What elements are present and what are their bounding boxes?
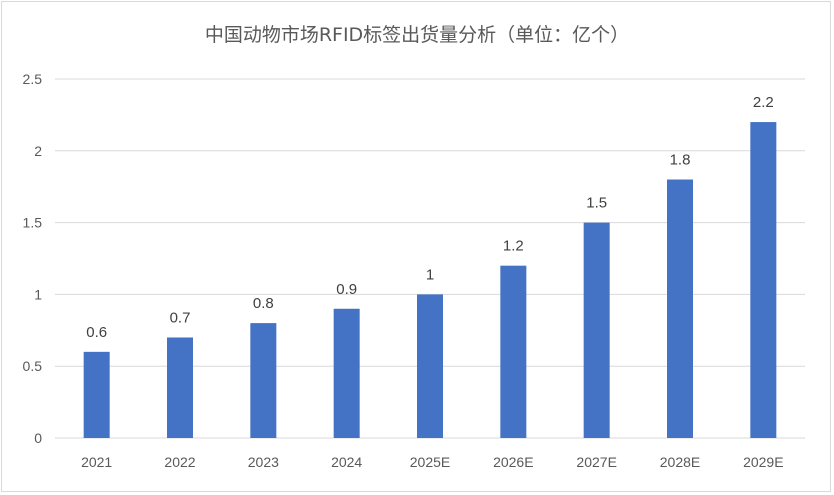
y-tick-label: 0.5 bbox=[23, 358, 43, 374]
y-tick-label: 0 bbox=[34, 430, 42, 446]
y-tick-label: 2 bbox=[34, 143, 42, 159]
x-tick-label: 2023 bbox=[248, 454, 279, 470]
x-tick-label: 2022 bbox=[164, 454, 195, 470]
bar bbox=[250, 323, 277, 438]
x-tick-label: 2024 bbox=[331, 454, 362, 470]
data-label: 0.7 bbox=[170, 309, 191, 326]
bar bbox=[583, 222, 610, 438]
x-tick-label: 2021 bbox=[81, 454, 112, 470]
bar bbox=[333, 308, 360, 438]
x-tick-label: 2028E bbox=[660, 454, 700, 470]
bar bbox=[417, 294, 443, 438]
data-label: 1.5 bbox=[586, 195, 607, 212]
x-tick-label: 2027E bbox=[576, 454, 616, 470]
chart-title: 中国动物市场RFID标签出货量分析（单位：亿个） bbox=[204, 24, 630, 46]
y-tick-label: 1.5 bbox=[23, 215, 43, 231]
bar bbox=[667, 179, 693, 438]
bar bbox=[500, 265, 527, 438]
data-label: 0.8 bbox=[253, 295, 274, 312]
data-label: 0.6 bbox=[86, 324, 107, 341]
y-tick-label: 1 bbox=[34, 286, 42, 302]
x-tick-label: 2029E bbox=[743, 454, 783, 470]
data-label: 2.2 bbox=[753, 94, 774, 111]
data-label: 0.9 bbox=[336, 281, 357, 298]
bar bbox=[750, 122, 777, 438]
x-tick-label: 2026E bbox=[493, 454, 533, 470]
bar bbox=[83, 351, 110, 438]
y-tick-label: 2.5 bbox=[23, 71, 43, 87]
data-label: 1 bbox=[426, 266, 434, 283]
bar bbox=[167, 337, 193, 438]
data-label: 1.2 bbox=[503, 238, 524, 255]
data-label: 1.8 bbox=[670, 152, 691, 169]
x-tick-label: 2025E bbox=[410, 454, 450, 470]
